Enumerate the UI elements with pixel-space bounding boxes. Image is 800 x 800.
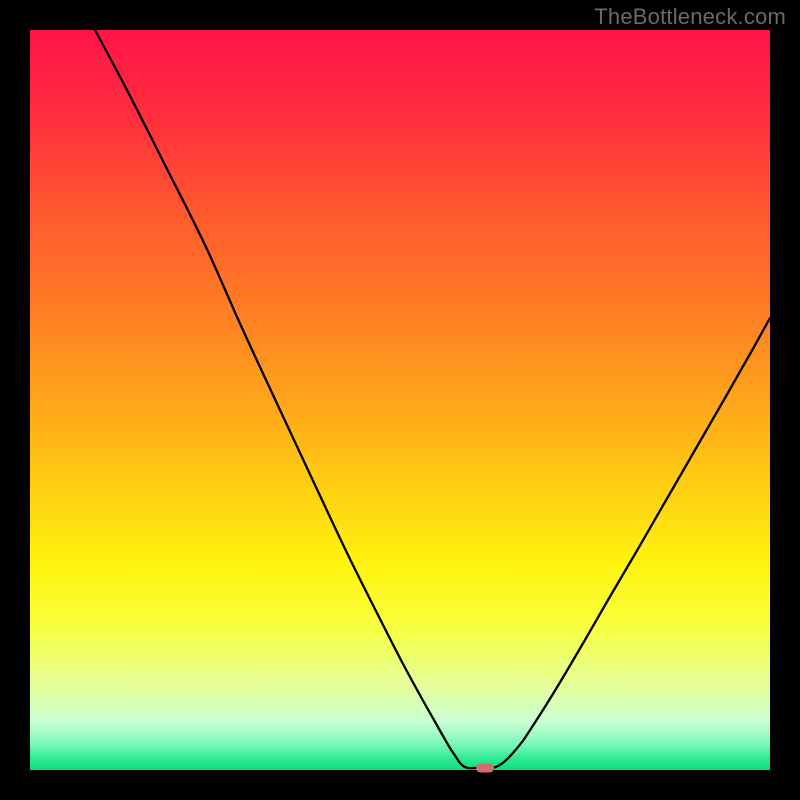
- minimum-marker: [476, 764, 494, 773]
- bottleneck-curve: [30, 30, 770, 770]
- plot-area: [30, 30, 770, 770]
- watermark-text: TheBottleneck.com: [594, 4, 786, 30]
